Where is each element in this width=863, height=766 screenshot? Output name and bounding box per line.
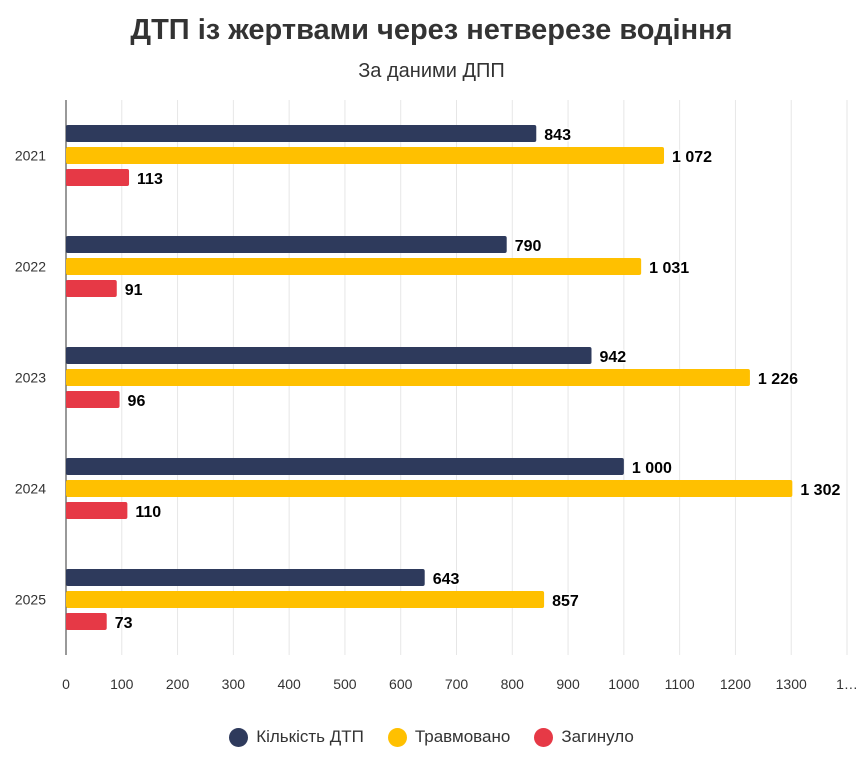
- x-tick-label: 100: [110, 676, 134, 692]
- y-tick-label: 2021: [15, 148, 46, 164]
- bar: [66, 391, 120, 408]
- x-tick-label: 400: [277, 676, 301, 692]
- x-tick-label: 0: [62, 676, 70, 692]
- data-label: 110: [135, 504, 161, 521]
- data-label: 843: [544, 127, 571, 144]
- x-tick-label: 1…: [836, 676, 858, 692]
- legend-swatch: [534, 727, 554, 747]
- x-tick-label: 1100: [665, 676, 695, 692]
- y-tick-label: 2022: [15, 259, 46, 275]
- y-tick-label: 2023: [15, 370, 46, 386]
- bar: [66, 569, 425, 586]
- data-label: 96: [128, 393, 146, 410]
- chart-title: ДТП із жертвами через нетверезе водіння: [130, 14, 733, 46]
- bar: [66, 280, 117, 297]
- x-tick-label: 1000: [608, 676, 639, 692]
- data-label: 790: [515, 238, 542, 255]
- chart-subtitle: За даними ДПП: [358, 60, 505, 82]
- x-tick-label: 300: [222, 676, 246, 692]
- data-label: 942: [600, 349, 627, 366]
- bar: [66, 613, 107, 630]
- legend-label: Кількість ДТП: [256, 727, 364, 746]
- legend-label: Загинуло: [561, 727, 634, 746]
- bar: [66, 480, 793, 497]
- data-label: 1 072: [672, 149, 712, 166]
- bar: [66, 502, 128, 519]
- x-tick-label: 1200: [720, 676, 751, 692]
- legend: Кількість ДТП Травмовано Загинуло: [0, 727, 863, 747]
- data-label: 1 000: [632, 460, 672, 477]
- x-tick-label: 200: [166, 676, 190, 692]
- x-tick-label: 500: [333, 676, 357, 692]
- bar: [66, 591, 545, 608]
- legend-item-accidents[interactable]: Кількість ДТП: [229, 727, 364, 747]
- x-tick-label: 700: [445, 676, 469, 692]
- legend-swatch: [387, 727, 407, 747]
- data-label: 857: [552, 593, 579, 610]
- y-tick-label: 2025: [15, 592, 46, 608]
- bar: [66, 369, 750, 386]
- legend-label: Травмовано: [414, 727, 511, 746]
- data-label: 1 226: [758, 371, 798, 388]
- bar: [66, 125, 537, 142]
- legend-swatch: [229, 727, 249, 747]
- legend-item-injured[interactable]: Травмовано: [387, 727, 511, 747]
- x-tick-label: 800: [501, 676, 525, 692]
- x-tick-label: 600: [389, 676, 413, 692]
- data-label: 91: [125, 282, 143, 299]
- x-tick-label: 900: [556, 676, 580, 692]
- y-tick-label: 2024: [15, 481, 46, 497]
- bar: [66, 347, 592, 364]
- data-label: 113: [137, 171, 163, 188]
- data-label: 73: [115, 615, 133, 632]
- legend-item-killed[interactable]: Загинуло: [534, 727, 634, 747]
- bar: [66, 458, 624, 475]
- x-tick-label: 1300: [776, 676, 807, 692]
- data-label: 643: [433, 571, 460, 588]
- bar: [66, 147, 665, 164]
- bar: [66, 236, 507, 253]
- bar: [66, 258, 642, 275]
- data-label: 1 302: [800, 482, 840, 499]
- data-label: 1 031: [649, 260, 689, 277]
- bar: [66, 169, 130, 186]
